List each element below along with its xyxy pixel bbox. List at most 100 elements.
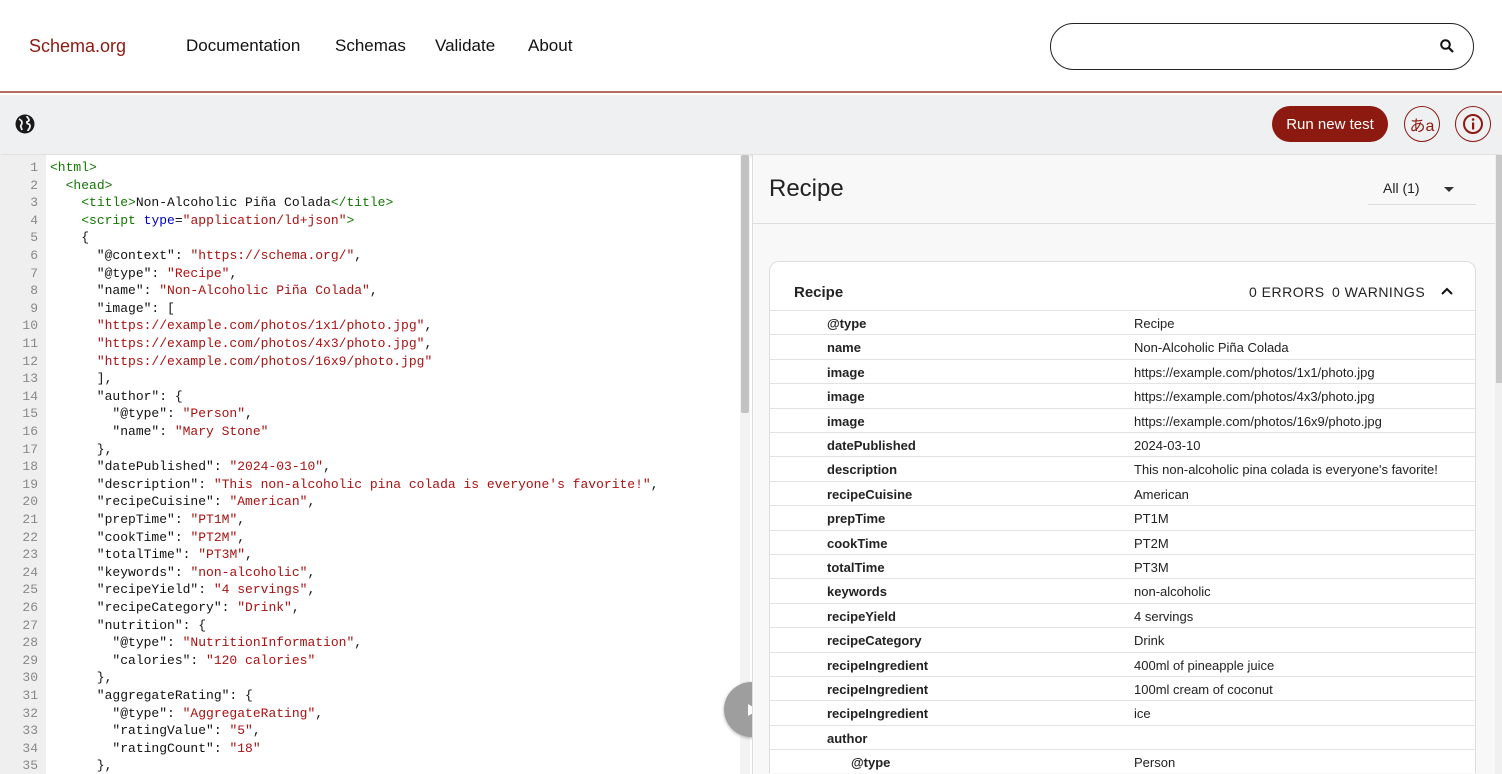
dropdown-caret-icon: [1444, 187, 1454, 192]
code-line[interactable]: "ratingCount": "18": [50, 741, 260, 756]
code-line[interactable]: "cookTime": "PT2M",: [50, 530, 245, 545]
code-line[interactable]: "prepTime": "PT1M",: [50, 513, 245, 527]
property-value: PT3M: [1134, 560, 1169, 575]
results-scrollbar-thumb[interactable]: [1496, 155, 1502, 383]
code-line[interactable]: <head>: [50, 178, 113, 193]
run-new-test-button[interactable]: Run new test: [1272, 106, 1388, 142]
line-number: 17: [22, 441, 38, 457]
code-line[interactable]: "keywords": "non-alcoholic",: [50, 565, 315, 580]
line-number: 4: [30, 212, 38, 228]
code-line[interactable]: },: [50, 442, 113, 457]
code-token-txt: ,: [650, 476, 659, 492]
code-line[interactable]: "recipeCuisine": "American",: [50, 495, 315, 509]
globe-icon[interactable]: [14, 113, 36, 135]
code-line[interactable]: "totalTime": "PT3M",: [50, 548, 253, 562]
code-line[interactable]: "https://example.com/photos/4x3/photo.jp…: [50, 337, 432, 351]
code-line[interactable]: "aggregateRating": {: [50, 689, 253, 703]
code-line[interactable]: "https://example.com/photos/1x1/photo.jp…: [50, 319, 432, 333]
code-line[interactable]: "@context": "https://schema.org/",: [50, 249, 362, 263]
code-line[interactable]: "description": "This non-alcoholic pina …: [50, 476, 659, 492]
code-line[interactable]: "@type": "AggregateRating",: [50, 705, 323, 721]
property-row: recipeCategory Drink: [770, 627, 1475, 651]
code-token-txt: "recipeYield":: [50, 582, 214, 598]
nav-schemas[interactable]: Schemas: [335, 36, 406, 55]
code-token-str: "4 servings": [213, 582, 308, 598]
editor-scrollbar[interactable]: [740, 155, 750, 774]
language-button[interactable]: あa: [1404, 106, 1440, 142]
info-button[interactable]: [1455, 106, 1491, 142]
nav-documentation[interactable]: Documentation: [186, 36, 301, 55]
code-token-str: "NutritionInformation": [182, 635, 355, 651]
code-token-tag: <html>: [50, 160, 97, 175]
code-token-txt: ,: [354, 248, 363, 263]
code-line[interactable]: "name": "Mary Stone": [50, 425, 268, 439]
property-value: non-alcoholic: [1134, 584, 1211, 600]
line-number: 13: [22, 371, 38, 387]
code-token-txt: ,: [307, 582, 316, 598]
code-token-txt: "@type":: [50, 635, 183, 651]
code-token-str: "https://schema.org/": [190, 248, 355, 263]
property-row: @type Recipe: [770, 310, 1475, 334]
line-number: 15: [22, 406, 38, 422]
code-token-txt: "prepTime":: [50, 512, 191, 527]
code-token-txt: [50, 336, 97, 351]
nav-about[interactable]: About: [528, 36, 573, 55]
code-line[interactable]: "@type": "Person",: [50, 407, 252, 421]
code-token-tag: <title>: [81, 195, 136, 211]
code-line[interactable]: "recipeYield": "4 servings",: [50, 583, 315, 597]
property-name: recipeIngredient: [827, 682, 929, 697]
code-token-txt: [50, 195, 81, 210]
code-line[interactable]: ],: [50, 372, 113, 386]
property-value: 100ml cream of coconut: [1134, 682, 1273, 697]
code-token-txt: ,: [323, 459, 331, 475]
line-number: 34: [22, 740, 38, 756]
code-line[interactable]: "datePublished": "2024-03-10",: [50, 460, 331, 474]
code-line[interactable]: <html>: [50, 161, 97, 175]
results-scrollbar[interactable]: [1495, 155, 1502, 774]
code-line[interactable]: "https://example.com/photos/16x9/photo.j…: [50, 354, 432, 369]
code-line[interactable]: "image": [: [50, 301, 175, 316]
chevron-up-icon[interactable]: [1440, 284, 1454, 298]
code-line[interactable]: {: [50, 231, 89, 245]
code-token-txt: "@type":: [50, 705, 183, 721]
code-line[interactable]: "@type": "Recipe",: [50, 266, 237, 281]
code-line[interactable]: "nutrition": {: [50, 618, 206, 633]
code-line[interactable]: "@type": "NutritionInformation",: [50, 636, 362, 650]
code-token-tag: >: [346, 212, 355, 228]
property-value: Non-Alcoholic Piña Colada: [1134, 340, 1289, 356]
code-token-str: "AggregateRating": [182, 705, 316, 721]
code-line[interactable]: "name": "Non-Alcoholic Piña Colada",: [50, 284, 378, 298]
line-number: 8: [30, 283, 38, 299]
logo[interactable]: Schema.org: [29, 36, 127, 56]
search-input[interactable]: [1050, 23, 1474, 70]
line-number: 30: [22, 670, 38, 686]
line-number: 1: [30, 160, 38, 175]
property-row: @type Person: [770, 749, 1475, 773]
editor-scrollbar-thumb[interactable]: [741, 155, 749, 413]
filter-dropdown[interactable]: All (1): [1368, 169, 1476, 205]
code-line[interactable]: <title>Non-Alcoholic Piña Colada</title>: [50, 196, 393, 210]
line-number: 22: [22, 529, 38, 545]
code-token-txt: ,: [354, 635, 363, 651]
code-line[interactable]: "author": {: [50, 388, 183, 404]
code-line[interactable]: <script type="application/ld+json">: [50, 212, 355, 228]
code-line[interactable]: },: [50, 758, 113, 774]
property-row: name Non-Alcoholic Piña Colada: [770, 334, 1475, 358]
line-number: 33: [22, 723, 38, 739]
code-line[interactable]: "calories": "120 calories": [50, 653, 315, 668]
property-row: author: [770, 724, 1475, 749]
property-name: datePublished: [827, 438, 916, 453]
code-token-txt: },: [50, 758, 113, 774]
code-token-txt: "datePublished":: [50, 459, 230, 475]
property-row: recipeIngredient ice: [770, 700, 1475, 724]
code-token-txt: "author": {: [50, 388, 183, 404]
nav-validate[interactable]: Validate: [435, 36, 496, 55]
code-line[interactable]: },: [50, 671, 113, 685]
code-line[interactable]: "ratingValue": "5",: [50, 724, 260, 738]
code-editor[interactable]: 1 2 3 4 5 6 7 8 9 10 11 12 13 14 15 16 17 18 19 20 21 22 23 24 2…: [0, 155, 750, 774]
property-name: prepTime: [827, 511, 886, 527]
property-row: image https://example.com/photos/16x9/pho…: [770, 407, 1475, 432]
search-icon[interactable]: [1439, 38, 1455, 54]
code-line[interactable]: "recipeCategory": "Drink",: [50, 601, 300, 615]
info-icon: [1463, 114, 1483, 134]
